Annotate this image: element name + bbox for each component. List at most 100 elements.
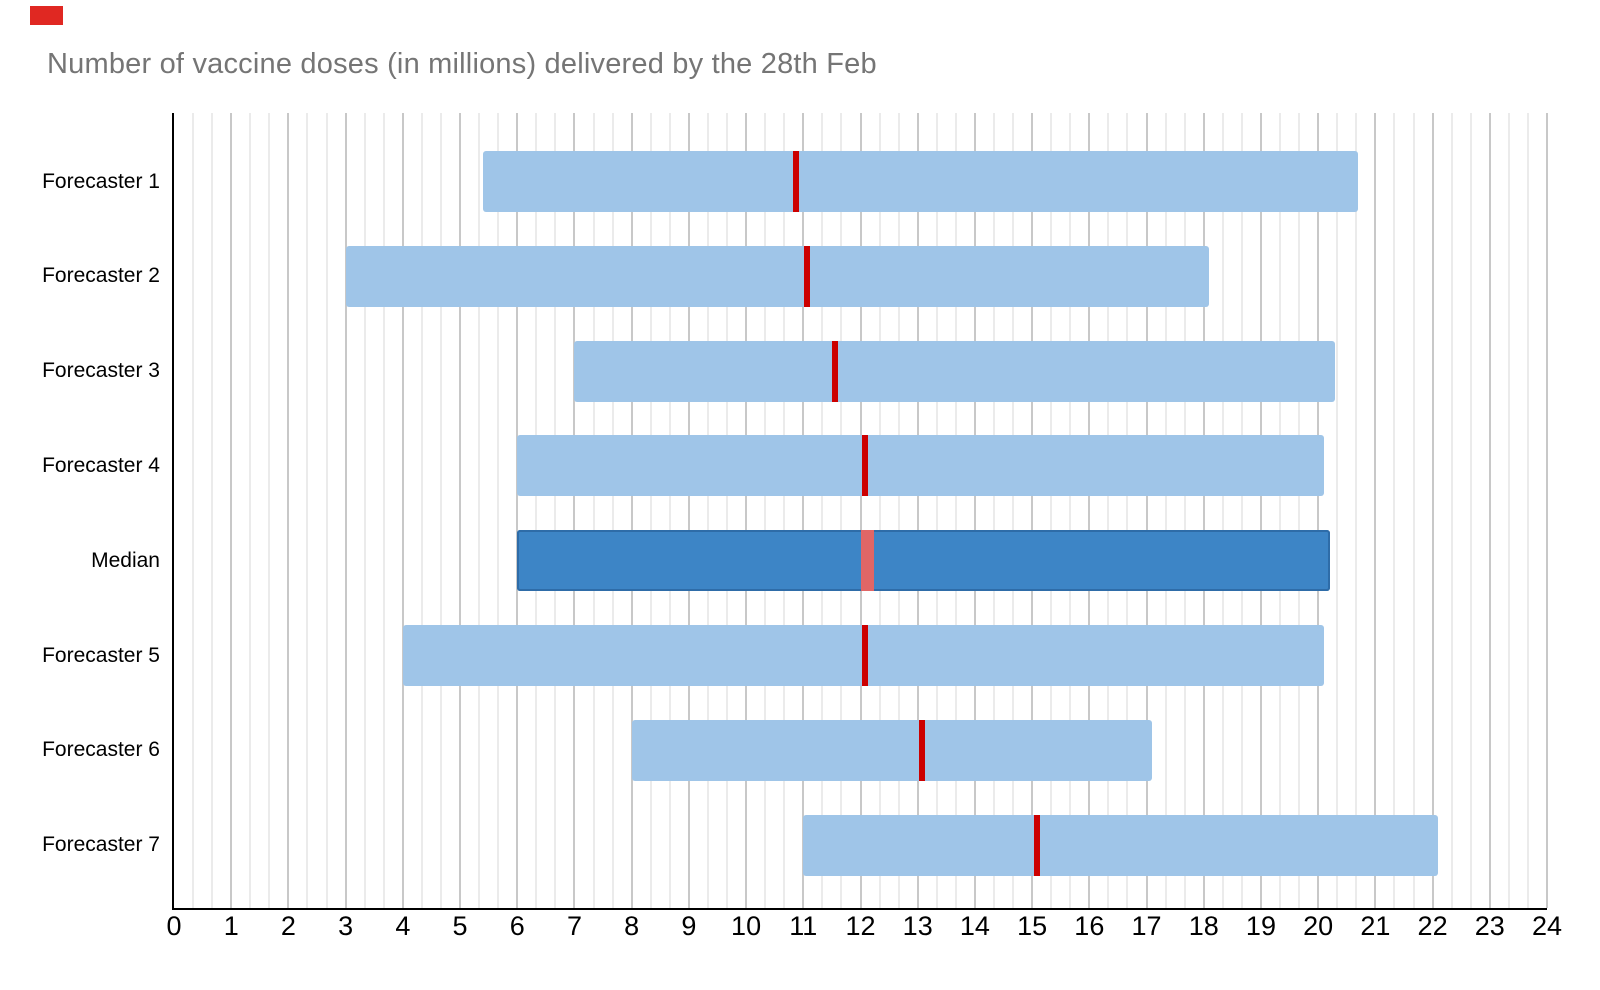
major-gridline [1546, 113, 1548, 908]
minor-gridline [192, 113, 195, 908]
y-label-forecaster-1: Forecaster 1 [42, 169, 160, 193]
x-tick-17: 17 [1131, 911, 1162, 941]
minor-gridline [954, 113, 957, 908]
minor-gridline [1336, 113, 1339, 908]
minor-gridline [992, 113, 995, 908]
x-tick-9: 9 [681, 911, 697, 941]
minor-gridline [478, 113, 481, 908]
minor-gridline [1507, 113, 1510, 908]
range-bar-forecaster-7 [803, 814, 1439, 876]
point-marker-forecaster-2 [804, 245, 811, 307]
x-tick-11: 11 [789, 911, 818, 941]
minor-gridline [764, 113, 767, 908]
minor-gridline [554, 113, 557, 908]
major-gridline [859, 113, 862, 908]
range-bar-forecaster-4 [517, 435, 1324, 497]
x-tick-8: 8 [624, 911, 640, 941]
major-gridline [745, 113, 748, 908]
minor-gridline [363, 113, 366, 908]
x-tick-16: 16 [1074, 911, 1105, 941]
minor-gridline [649, 113, 652, 908]
minor-gridline [1069, 113, 1072, 908]
range-bar-median [517, 530, 1330, 592]
minor-gridline [382, 113, 385, 908]
x-tick-1: 1 [223, 911, 239, 941]
point-marker-median [861, 530, 875, 592]
major-gridline [401, 113, 404, 908]
major-gridline [459, 113, 462, 908]
x-tick-14: 14 [959, 911, 990, 941]
major-gridline [1317, 113, 1320, 908]
major-gridline [230, 113, 233, 908]
major-gridline [287, 113, 290, 908]
point-marker-forecaster-1 [793, 151, 800, 212]
major-gridline [1088, 113, 1091, 908]
major-gridline [687, 113, 690, 908]
minor-gridline [821, 113, 824, 908]
x-tick-23: 23 [1474, 911, 1505, 941]
x-tick-15: 15 [1017, 911, 1048, 941]
x-tick-12: 12 [845, 911, 876, 941]
x-tick-21: 21 [1360, 911, 1391, 941]
x-tick-24: 24 [1531, 911, 1563, 941]
minor-gridline [783, 113, 786, 908]
x-tick-0: 0 [166, 911, 182, 941]
major-gridline [344, 113, 347, 908]
range-bar-forecaster-1 [482, 151, 1359, 212]
x-tick-3: 3 [338, 911, 354, 941]
x-tick-7: 7 [566, 911, 582, 941]
minor-gridline [420, 113, 423, 908]
major-gridline [1431, 113, 1434, 908]
range-bar-forecaster-2 [345, 245, 1210, 307]
major-gridline [1031, 113, 1034, 908]
minor-gridline [1107, 113, 1110, 908]
point-marker-forecaster-7 [1033, 814, 1040, 876]
bars-layer [174, 113, 1547, 908]
minor-gridline [211, 113, 214, 908]
y-label-median: Median [91, 548, 160, 572]
minor-gridline [611, 113, 614, 908]
x-tick-6: 6 [509, 911, 525, 941]
minor-gridline [1183, 113, 1186, 908]
minor-gridline [1355, 113, 1358, 908]
minor-gridline [1164, 113, 1167, 908]
minor-gridline [668, 113, 671, 908]
minor-gridline [840, 113, 843, 908]
x-tick-22: 22 [1417, 911, 1448, 941]
minor-gridline [1221, 113, 1224, 908]
minor-gridline [1412, 113, 1415, 908]
x-tick-18: 18 [1188, 911, 1219, 941]
minor-gridline [1240, 113, 1243, 908]
chart-title: Number of vaccine doses (in millions) de… [47, 48, 877, 80]
y-axis-line [172, 113, 174, 910]
major-gridline [802, 113, 805, 908]
red-corner-marker [30, 6, 63, 25]
minor-gridline [325, 113, 328, 908]
minor-gridline [1279, 113, 1282, 908]
y-label-forecaster-5: Forecaster 5 [42, 643, 160, 667]
x-tick-5: 5 [452, 911, 468, 941]
y-label-forecaster-3: Forecaster 3 [42, 359, 160, 383]
major-gridline [630, 113, 633, 908]
major-gridline [1488, 113, 1491, 908]
major-gridline [973, 113, 976, 908]
x-tick-20: 20 [1303, 911, 1334, 941]
gridlines-layer [174, 113, 1548, 908]
minor-gridline [878, 113, 881, 908]
point-marker-forecaster-4 [862, 435, 869, 497]
major-gridline [1374, 113, 1377, 908]
minor-gridline [935, 113, 938, 908]
point-marker-forecaster-6 [919, 719, 926, 781]
minor-gridline [1126, 113, 1129, 908]
range-bar-forecaster-6 [631, 719, 1153, 781]
major-gridline [516, 113, 519, 908]
x-tick-10: 10 [731, 911, 762, 941]
minor-gridline [592, 113, 595, 908]
plot-area [172, 113, 1548, 910]
major-gridline [573, 113, 576, 908]
major-gridline [1202, 113, 1205, 908]
x-tick-2: 2 [280, 911, 296, 941]
minor-gridline [268, 113, 271, 908]
point-marker-forecaster-5 [862, 625, 869, 686]
